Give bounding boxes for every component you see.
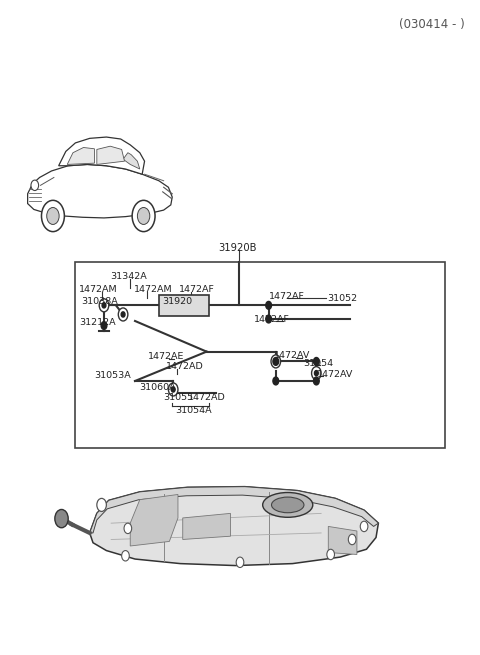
Circle shape [313,358,319,365]
Circle shape [271,355,281,368]
Text: 1472AF: 1472AF [179,285,215,294]
Circle shape [313,377,319,385]
Circle shape [102,303,106,308]
Text: 31212A: 31212A [79,318,116,327]
Circle shape [137,208,150,225]
Text: 31038A: 31038A [82,297,118,306]
Ellipse shape [272,497,304,513]
Circle shape [327,550,335,559]
Circle shape [97,498,107,512]
Circle shape [41,200,64,232]
Circle shape [47,208,59,225]
Polygon shape [130,495,178,546]
Text: 31054A: 31054A [176,406,212,415]
Text: 31920B: 31920B [218,243,257,253]
Circle shape [348,534,356,545]
Circle shape [132,200,155,232]
Circle shape [101,322,107,329]
Polygon shape [67,147,95,164]
Circle shape [360,521,368,532]
Text: 1472AM: 1472AM [79,285,118,294]
Text: 1472AE: 1472AE [148,352,185,362]
Text: 1472AV: 1472AV [275,351,311,360]
Circle shape [274,359,278,364]
Circle shape [124,523,132,534]
Bar [75,262,445,448]
Text: 1472AF: 1472AF [269,291,304,301]
Circle shape [118,308,128,321]
Text: 1472AD: 1472AD [188,394,225,402]
Circle shape [121,312,125,317]
Polygon shape [90,487,378,533]
Text: 31053A: 31053A [95,371,131,380]
Circle shape [121,551,129,561]
Text: 31052: 31052 [327,293,357,303]
Circle shape [168,383,178,396]
Ellipse shape [263,493,313,517]
Circle shape [171,387,175,392]
Text: 1472AD: 1472AD [166,362,204,371]
Circle shape [55,510,68,528]
Polygon shape [90,487,378,565]
Bar [159,295,209,316]
Polygon shape [28,164,172,218]
Circle shape [31,180,38,191]
Circle shape [266,301,272,309]
Text: 1472AF: 1472AF [254,315,290,324]
Polygon shape [328,527,357,555]
Text: (030414 - ): (030414 - ) [398,18,464,31]
Text: 1472AV: 1472AV [317,370,354,379]
Circle shape [273,377,279,385]
Polygon shape [123,153,140,169]
Text: 31054: 31054 [303,359,333,368]
Polygon shape [97,146,124,164]
Circle shape [312,367,321,380]
Text: 31920: 31920 [162,297,192,306]
Circle shape [236,557,244,567]
Circle shape [99,299,109,312]
Circle shape [314,371,318,376]
Polygon shape [183,514,230,540]
Text: 31055: 31055 [164,394,194,402]
Text: 31342A: 31342A [110,272,147,281]
Text: 31060A: 31060A [139,383,176,392]
Circle shape [266,315,272,323]
Polygon shape [59,137,144,174]
Circle shape [273,358,279,365]
Text: 1472AM: 1472AM [134,285,173,294]
